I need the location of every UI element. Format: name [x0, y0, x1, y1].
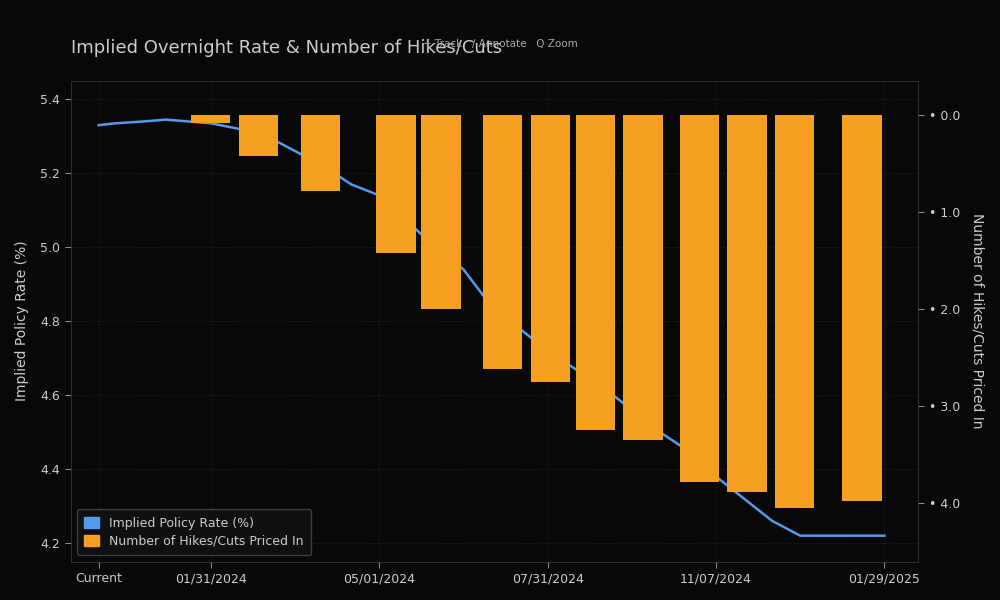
Bar [680, 115, 719, 482]
Y-axis label: Number of Hikes/Cuts Priced In: Number of Hikes/Cuts Priced In [971, 214, 985, 429]
Bar [576, 115, 615, 430]
Text: + Track   / Annotate   Q Zoom: + Track / Annotate Q Zoom [423, 39, 577, 49]
Bar [483, 115, 522, 369]
Bar [301, 115, 340, 191]
Bar [775, 115, 814, 508]
Bar [531, 115, 570, 382]
Y-axis label: Implied Policy Rate (%): Implied Policy Rate (%) [15, 241, 29, 401]
Legend: Implied Policy Rate (%), Number of Hikes/Cuts Priced In: Implied Policy Rate (%), Number of Hikes… [77, 509, 311, 556]
Text: Implied Overnight Rate & Number of Hikes/Cuts: Implied Overnight Rate & Number of Hikes… [71, 39, 502, 57]
Bar [623, 115, 663, 440]
Bar [727, 115, 767, 491]
Bar [842, 115, 882, 502]
Bar [239, 115, 278, 155]
Bar [376, 115, 416, 253]
Bar [421, 115, 461, 309]
Bar [191, 115, 230, 122]
